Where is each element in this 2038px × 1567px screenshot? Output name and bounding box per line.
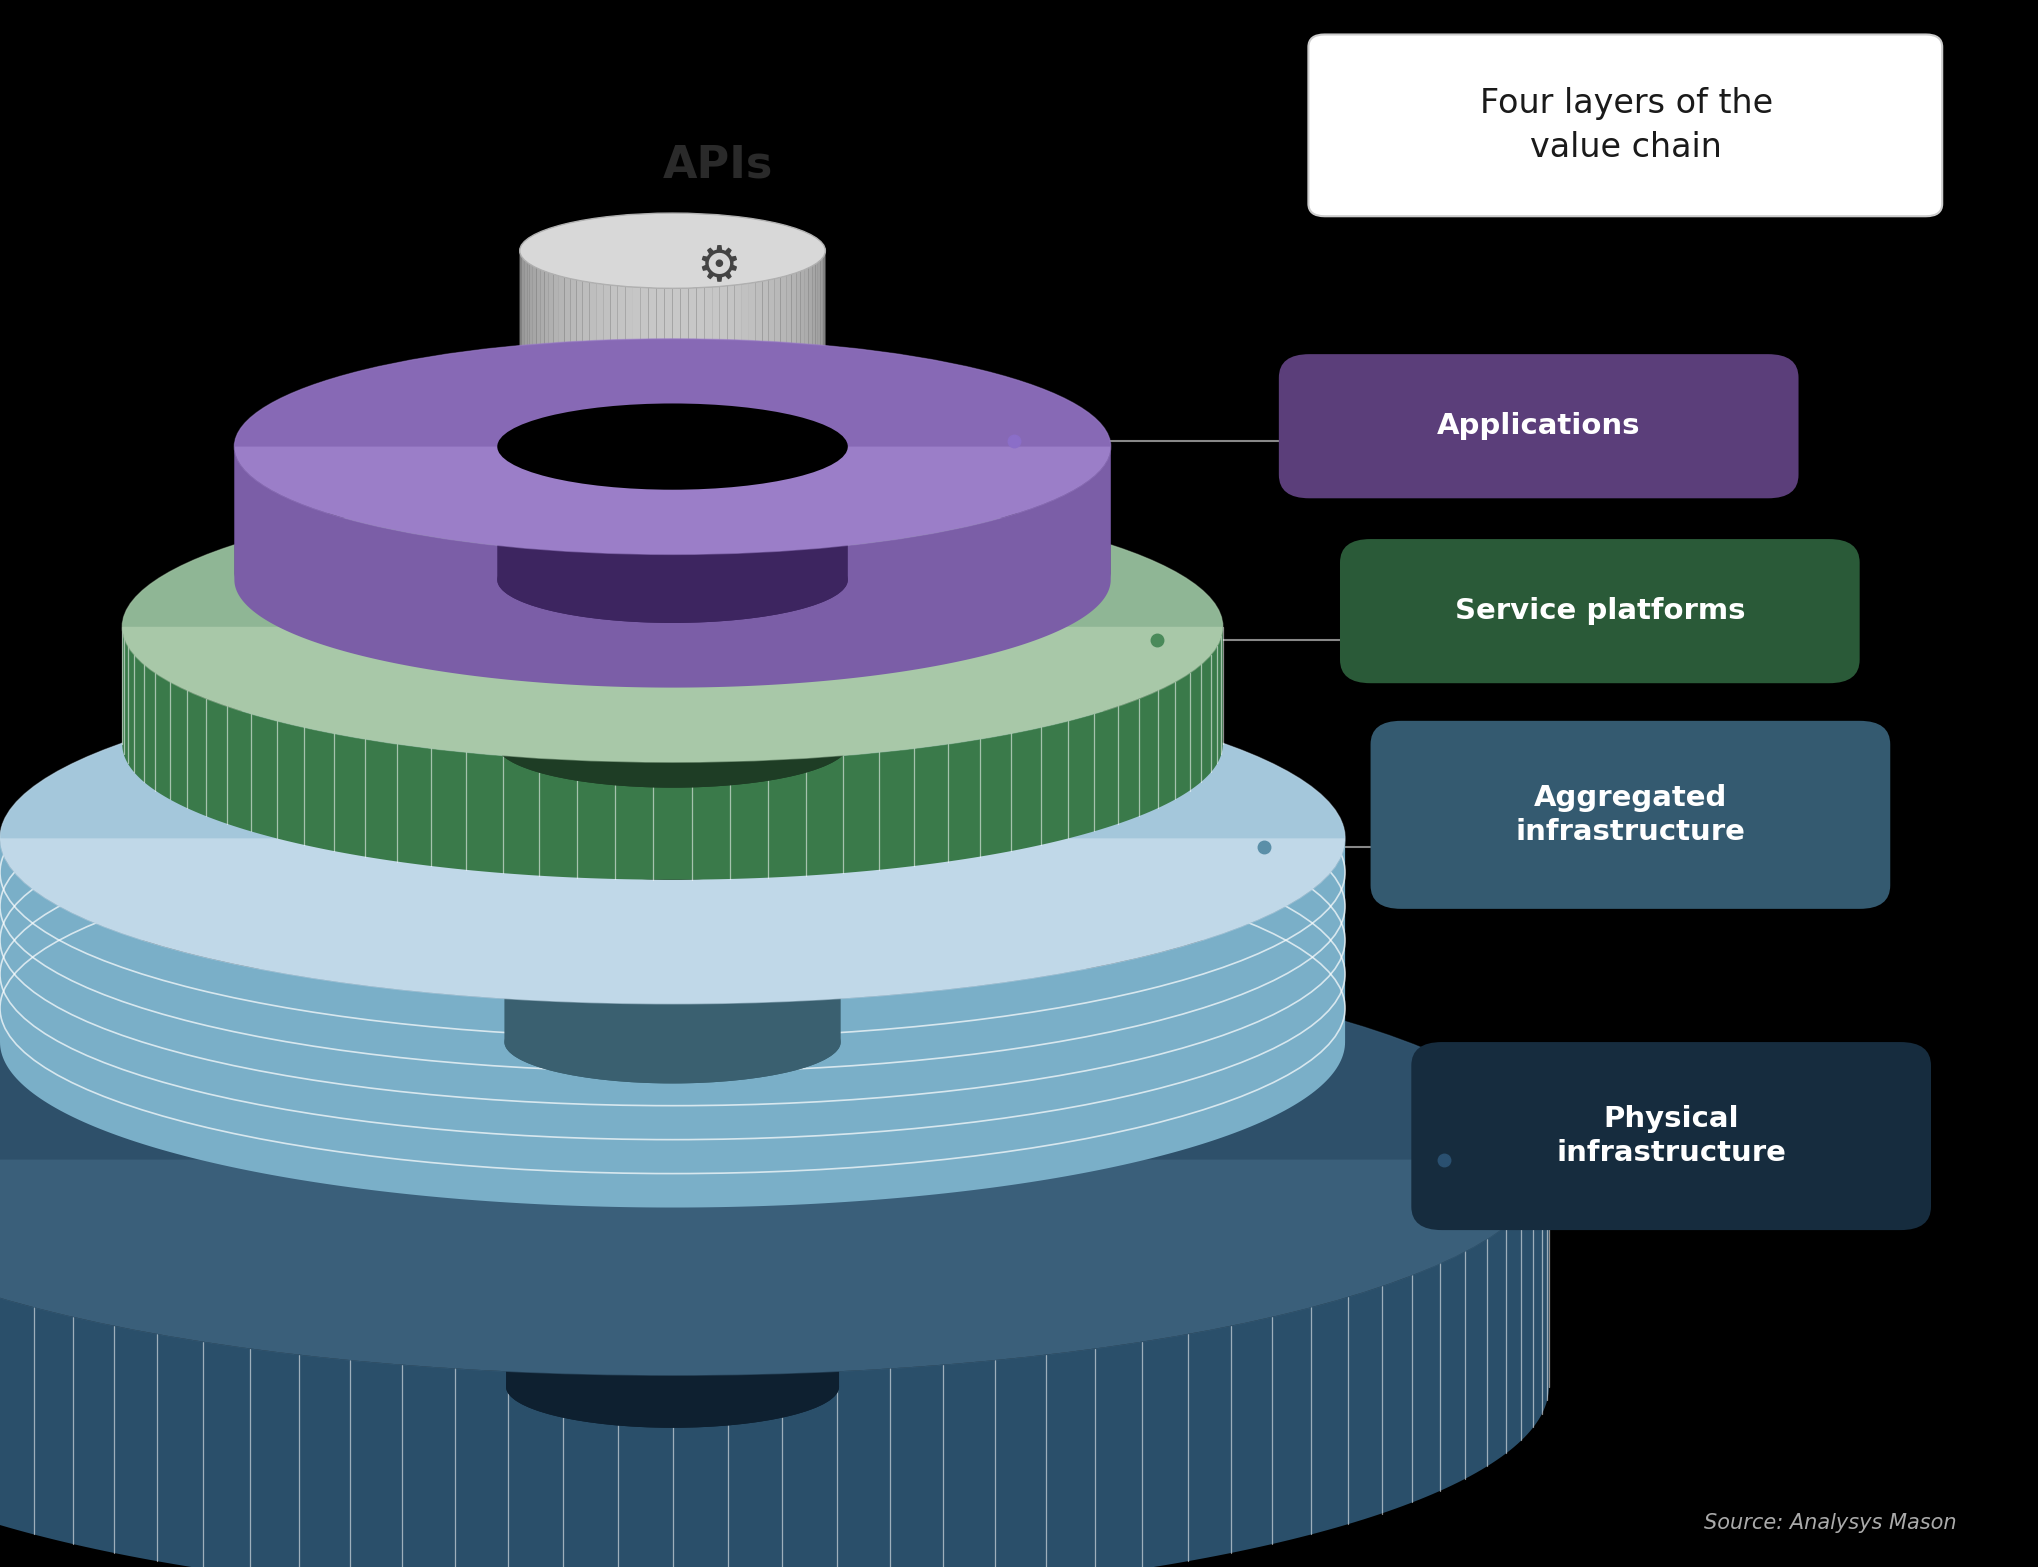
Polygon shape	[520, 213, 825, 564]
Polygon shape	[548, 273, 554, 588]
Polygon shape	[589, 282, 595, 597]
Ellipse shape	[0, 943, 1549, 1376]
Ellipse shape	[520, 527, 825, 602]
Polygon shape	[664, 288, 673, 602]
Ellipse shape	[505, 1119, 840, 1200]
Polygon shape	[742, 284, 748, 597]
Polygon shape	[705, 287, 711, 600]
Polygon shape	[0, 943, 1549, 1387]
FancyBboxPatch shape	[1339, 539, 1859, 683]
Polygon shape	[554, 274, 558, 589]
Polygon shape	[505, 1160, 840, 1428]
Ellipse shape	[505, 1001, 840, 1083]
Polygon shape	[781, 276, 787, 591]
Polygon shape	[571, 279, 577, 594]
Polygon shape	[815, 262, 817, 578]
Polygon shape	[528, 262, 530, 578]
Polygon shape	[618, 285, 626, 600]
FancyBboxPatch shape	[1370, 721, 1889, 909]
Polygon shape	[801, 270, 805, 584]
Ellipse shape	[0, 672, 1345, 1004]
Text: Service platforms: Service platforms	[1455, 597, 1745, 625]
Polygon shape	[0, 943, 1549, 1160]
Polygon shape	[122, 492, 1223, 744]
Polygon shape	[0, 838, 1345, 1208]
Polygon shape	[748, 282, 756, 597]
Text: ⚙: ⚙	[695, 243, 742, 290]
Polygon shape	[536, 268, 540, 583]
Polygon shape	[809, 266, 813, 581]
Polygon shape	[544, 271, 548, 586]
Ellipse shape	[497, 536, 848, 624]
Polygon shape	[540, 270, 544, 584]
Polygon shape	[497, 447, 848, 624]
Polygon shape	[234, 338, 1111, 580]
Polygon shape	[234, 447, 1111, 688]
Ellipse shape	[497, 583, 848, 671]
Polygon shape	[762, 280, 768, 594]
Polygon shape	[497, 627, 848, 788]
Polygon shape	[689, 288, 697, 602]
Polygon shape	[756, 280, 762, 595]
Polygon shape	[648, 288, 656, 602]
Polygon shape	[603, 284, 609, 599]
Ellipse shape	[505, 798, 840, 879]
Ellipse shape	[520, 213, 825, 288]
Text: Physical
infrastructure: Physical infrastructure	[1557, 1105, 1785, 1167]
Polygon shape	[583, 280, 589, 595]
Polygon shape	[558, 276, 565, 591]
Polygon shape	[0, 1160, 1549, 1567]
Polygon shape	[673, 288, 681, 602]
Polygon shape	[503, 838, 840, 1083]
Polygon shape	[532, 266, 536, 581]
Text: APIs: APIs	[662, 143, 774, 186]
Polygon shape	[526, 260, 528, 575]
Polygon shape	[122, 627, 1223, 879]
Polygon shape	[697, 287, 705, 602]
Polygon shape	[681, 288, 689, 602]
Polygon shape	[634, 287, 640, 600]
Polygon shape	[711, 287, 719, 600]
Polygon shape	[626, 287, 634, 600]
Ellipse shape	[497, 700, 848, 788]
Polygon shape	[640, 287, 648, 602]
Polygon shape	[0, 672, 1345, 838]
FancyBboxPatch shape	[1410, 1042, 1930, 1230]
Polygon shape	[656, 288, 664, 602]
Polygon shape	[234, 338, 1111, 447]
Text: Four layers of the
value chain: Four layers of the value chain	[1480, 88, 1773, 163]
Ellipse shape	[122, 492, 1223, 762]
Polygon shape	[791, 273, 797, 588]
FancyBboxPatch shape	[1278, 354, 1798, 498]
Polygon shape	[817, 260, 819, 575]
Polygon shape	[736, 284, 742, 599]
Polygon shape	[609, 285, 618, 599]
Polygon shape	[530, 265, 532, 580]
FancyBboxPatch shape	[1308, 34, 1942, 216]
Polygon shape	[787, 274, 791, 589]
Polygon shape	[797, 271, 801, 586]
Polygon shape	[728, 285, 736, 599]
Polygon shape	[122, 492, 1223, 627]
Polygon shape	[565, 277, 571, 592]
Polygon shape	[577, 280, 583, 594]
Polygon shape	[768, 279, 774, 594]
Polygon shape	[719, 285, 728, 600]
Polygon shape	[805, 268, 809, 583]
Text: Source: Analysys Mason: Source: Analysys Mason	[1704, 1512, 1956, 1533]
Text: Aggregated
infrastructure: Aggregated infrastructure	[1516, 784, 1745, 846]
Text: Applications: Applications	[1437, 412, 1641, 440]
Ellipse shape	[234, 338, 1111, 555]
Ellipse shape	[497, 403, 848, 490]
Ellipse shape	[505, 1346, 840, 1428]
Polygon shape	[595, 284, 603, 597]
Polygon shape	[0, 672, 1345, 1042]
Polygon shape	[813, 265, 815, 580]
Polygon shape	[774, 277, 781, 592]
